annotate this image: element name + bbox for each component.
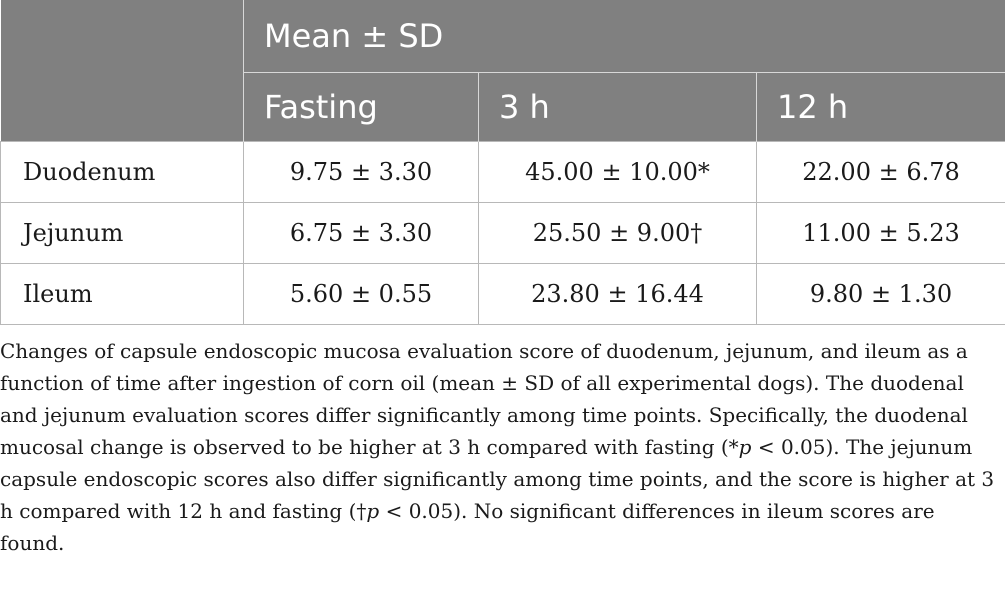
cell-duodenum-3h: 45.00 ± 10.00* xyxy=(478,140,757,202)
row-label-jejunum: Jejunum xyxy=(0,201,244,263)
cell-ileum-3h: 23.80 ± 16.44 xyxy=(478,262,757,325)
cell-jejunum-3h: 25.50 ± 9.00† xyxy=(478,201,757,263)
row-label-ileum: Ileum xyxy=(0,262,244,325)
scores-table: Mean ± SD Fasting 3 h 12 h Duodenum 9.75… xyxy=(0,0,1005,325)
header-fasting: Fasting xyxy=(243,71,479,141)
caption-text-3: < 0.05). No significant differences in i… xyxy=(0,499,935,555)
cell-duodenum-fasting: 9.75 ± 3.30 xyxy=(243,140,479,202)
table-caption: Changes of capsule endoscopic mucosa eva… xyxy=(0,335,1000,559)
table-row: Duodenum 9.75 ± 3.30 45.00 ± 10.00* 22.0… xyxy=(0,140,1005,202)
header-corner-cell xyxy=(0,0,244,141)
table-row: Ileum 5.60 ± 0.55 23.80 ± 16.44 9.80 ± 1… xyxy=(0,262,1005,325)
header-3h: 3 h xyxy=(478,71,757,141)
row-label-duodenum: Duodenum xyxy=(0,140,244,202)
cell-jejunum-12h: 11.00 ± 5.23 xyxy=(755,201,1005,263)
table-row: Jejunum 6.75 ± 3.30 25.50 ± 9.00† 11.00 … xyxy=(0,201,1005,263)
header-row-columns: Fasting 3 h 12 h xyxy=(1,71,1005,141)
header-group-cell: Mean ± SD xyxy=(242,0,1005,72)
caption-p-symbol-1: p xyxy=(738,435,752,459)
header-row-group: Mean ± SD xyxy=(0,0,1005,141)
caption-text-2: < 0.05). The jejunum capsule endoscopic … xyxy=(0,435,995,523)
caption-p-symbol-2: p xyxy=(366,499,380,523)
caption-text-1: Changes of capsule endoscopic mucosa eva… xyxy=(0,339,968,459)
cell-jejunum-fasting: 6.75 ± 3.30 xyxy=(243,201,479,263)
cell-ileum-fasting: 5.60 ± 0.55 xyxy=(243,262,479,325)
cell-duodenum-12h: 22.00 ± 6.78 xyxy=(755,140,1005,202)
header-12h: 12 h xyxy=(755,71,1005,141)
cell-ileum-12h: 9.80 ± 1.30 xyxy=(755,262,1005,325)
